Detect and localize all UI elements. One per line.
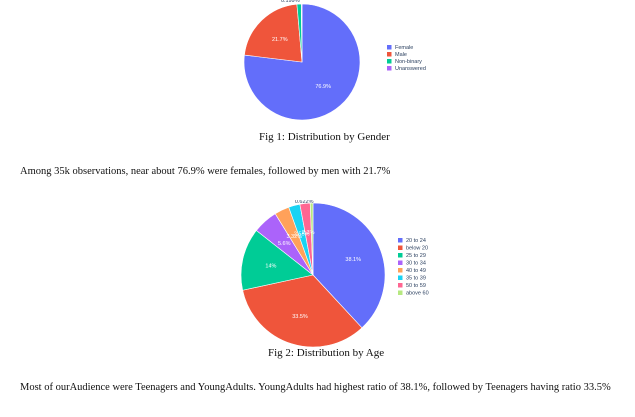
pie2-slice-20-to-24 — [312, 202, 386, 329]
legend-item-label: 35 to 39 — [406, 276, 426, 282]
legend-swatch — [387, 45, 392, 50]
legend-item-label: 25 to 29 — [406, 253, 426, 259]
age-pie-chart: 38.1% 33.5% 14% 5.6%3.32%2.55%2.3% 0.622% 20… — [240, 200, 429, 348]
figure-1-caption: Fig 1: Distribution by Gender — [259, 131, 390, 143]
legend-swatch — [398, 253, 403, 258]
gender-pie-chart: 76.9%21.7%1.2%0.199% FemaleMaleNon-binar… — [243, 0, 426, 121]
pie2-slice-above-60 — [309, 202, 314, 276]
pie1-label-3: 0.199% — [281, 0, 300, 4]
pie1-slice-male — [244, 3, 303, 63]
legend-swatch — [398, 268, 403, 273]
legend-swatch — [398, 290, 403, 295]
legend-swatch — [387, 59, 392, 64]
legend-item-label: 20 to 24 — [406, 238, 426, 244]
pie2-label-5: 2.55% — [294, 231, 310, 237]
pie2-slices — [240, 202, 386, 348]
legend-swatch — [398, 260, 403, 265]
paragraph-age-summary: Most of ourAudience were Teenagers and Y… — [20, 382, 611, 393]
legend-swatch — [398, 238, 403, 243]
legend-item-label: 50 to 59 — [406, 283, 426, 289]
pie1-labels: 76.9%21.7%1.2%0.199% — [272, 0, 331, 90]
pie2-label-0: 38.1% — [345, 257, 361, 263]
pie2-labels: 38.1% 33.5% 14% 5.6%3.32%2.55%2.3% 0.622% — [265, 200, 361, 320]
legend-swatch — [398, 283, 403, 288]
pie1-slice-female — [243, 3, 361, 121]
legend-item-label: 30 to 34 — [406, 261, 426, 267]
paragraph-gender-summary: Among 35k observations, near about 76.9%… — [20, 166, 391, 177]
pie2-label-6: 2.3% — [302, 230, 315, 236]
legend-item-label: Male — [395, 52, 407, 58]
figure-2-caption: Fig 2: Distribution by Age — [268, 347, 385, 359]
legend-swatch — [398, 275, 403, 280]
pie2-label-2: 14% — [265, 263, 276, 269]
legend-swatch — [387, 66, 392, 71]
pie1-label-0: 76.9% — [315, 84, 331, 90]
pie2-label-1: 33.5% — [292, 314, 308, 320]
legend-item-label: above 60 — [406, 291, 429, 297]
pie1-label-1: 21.7% — [272, 37, 288, 43]
legend-item-label: Female — [395, 45, 413, 51]
legend-item-label: Non-binary — [395, 59, 422, 65]
legend-swatch — [387, 52, 392, 57]
pie2-label-4: 3.32% — [286, 234, 302, 240]
pie1-slice-unanswered — [300, 3, 303, 63]
pie2-label-7: 0.622% — [295, 200, 314, 205]
pie2-label-3: 5.6% — [278, 241, 291, 247]
pie1-slices — [243, 3, 361, 121]
legend-swatch — [398, 245, 403, 250]
legend-item-label: below 20 — [406, 246, 428, 252]
legend-item-label: Unanswered — [395, 66, 426, 72]
legend-item-label: 40 to 49 — [406, 268, 426, 274]
pie2-slice-25-to-29 — [240, 230, 314, 291]
pie2-slice-below-20 — [242, 274, 363, 348]
